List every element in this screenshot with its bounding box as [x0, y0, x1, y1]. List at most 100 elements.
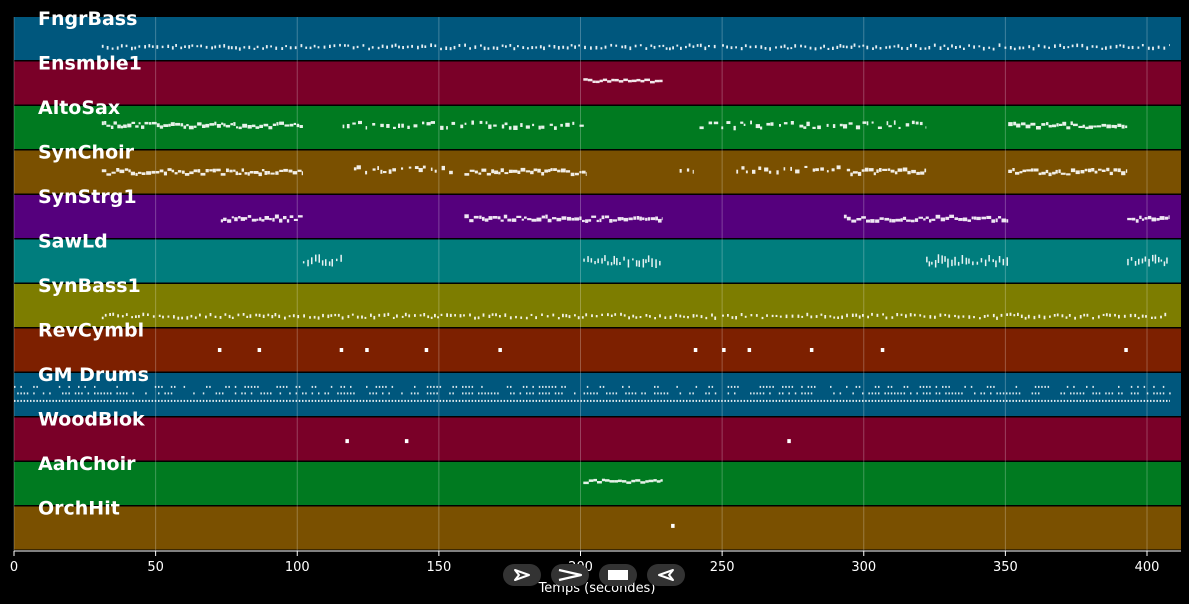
play-button[interactable]	[503, 564, 541, 586]
note-mark	[1068, 314, 1071, 317]
note-mark	[545, 214, 548, 219]
note-mark	[68, 399, 70, 402]
note-mark	[595, 45, 598, 50]
note-mark	[256, 218, 259, 221]
note-mark	[855, 125, 861, 130]
note-mark	[251, 218, 257, 222]
note-mark	[414, 392, 416, 395]
fast-forward-button[interactable]	[551, 564, 589, 586]
note-mark	[174, 385, 176, 388]
note-mark	[639, 44, 642, 47]
note-mark	[17, 399, 19, 402]
note-mark	[503, 399, 506, 402]
note-mark	[564, 385, 566, 388]
note-mark	[257, 385, 259, 388]
note-mark	[321, 399, 323, 402]
note-mark	[654, 79, 660, 83]
note-mark	[263, 392, 266, 395]
note-mark	[839, 399, 842, 402]
note-mark	[780, 45, 783, 49]
note-mark	[583, 481, 589, 485]
note-mark	[496, 46, 499, 50]
note-mark	[688, 43, 691, 47]
note-mark	[1102, 399, 1104, 402]
note-mark	[1102, 313, 1105, 316]
note-mark	[417, 45, 419, 50]
note-mark	[958, 218, 963, 221]
note-mark	[1141, 258, 1144, 264]
note-mark	[635, 260, 638, 267]
track-label: GM Drums	[38, 364, 149, 386]
note-mark	[1098, 392, 1101, 395]
note-mark	[353, 392, 355, 395]
note-mark	[897, 44, 900, 48]
stop-button[interactable]	[599, 564, 637, 586]
note-mark	[575, 172, 579, 176]
note-mark	[116, 399, 118, 402]
note-mark	[628, 316, 630, 320]
note-mark	[893, 120, 896, 125]
note-mark	[693, 348, 698, 352]
note-mark	[244, 172, 248, 175]
note-mark	[610, 262, 613, 266]
note-mark	[463, 314, 465, 317]
note-mark	[311, 399, 314, 402]
note-mark	[561, 385, 563, 388]
note-mark	[993, 385, 995, 388]
note-mark	[174, 172, 178, 175]
note-mark	[498, 348, 502, 352]
rewind-button[interactable]	[647, 564, 685, 586]
note-mark	[186, 399, 189, 402]
note-mark	[156, 45, 159, 49]
note-mark	[231, 216, 234, 219]
note-mark	[877, 126, 882, 129]
note-mark	[499, 315, 501, 318]
note-mark	[788, 399, 790, 402]
note-mark	[381, 44, 384, 48]
note-mark	[1162, 385, 1165, 388]
note-mark	[1114, 125, 1117, 129]
note-mark	[972, 261, 974, 266]
note-mark	[602, 78, 608, 82]
note-mark	[430, 167, 433, 171]
note-mark	[119, 392, 122, 395]
note-mark	[383, 313, 386, 317]
note-mark	[755, 314, 758, 317]
note-mark	[925, 126, 927, 129]
note-mark	[1061, 314, 1064, 318]
note-mark	[452, 385, 454, 388]
note-mark	[205, 315, 207, 319]
note-mark	[785, 399, 787, 402]
note-mark	[1092, 399, 1094, 402]
note-mark	[94, 385, 96, 388]
note-mark	[302, 261, 305, 264]
track-label: FngrBass	[38, 8, 137, 30]
note-mark	[675, 313, 677, 317]
note-mark	[737, 399, 739, 402]
note-mark	[583, 392, 586, 395]
note-mark	[561, 392, 563, 395]
note-mark	[276, 399, 278, 402]
note-mark	[295, 392, 298, 395]
track-band	[14, 506, 1181, 550]
note-mark	[230, 46, 233, 50]
note-mark	[334, 313, 337, 317]
note-mark	[163, 124, 169, 127]
note-mark	[104, 121, 107, 125]
note-mark	[574, 392, 576, 395]
note-mark	[722, 314, 724, 317]
note-mark	[852, 171, 858, 174]
note-mark	[740, 399, 742, 402]
note-mark	[640, 481, 646, 484]
note-mark	[583, 78, 588, 81]
note-mark	[152, 315, 155, 318]
note-mark	[317, 316, 320, 320]
note-mark	[161, 45, 164, 49]
note-mark	[919, 121, 923, 126]
note-mark	[324, 399, 326, 402]
note-mark	[202, 399, 205, 402]
note-mark	[903, 392, 906, 395]
note-mark	[193, 169, 198, 173]
note-mark	[945, 392, 947, 395]
note-mark	[478, 172, 482, 175]
